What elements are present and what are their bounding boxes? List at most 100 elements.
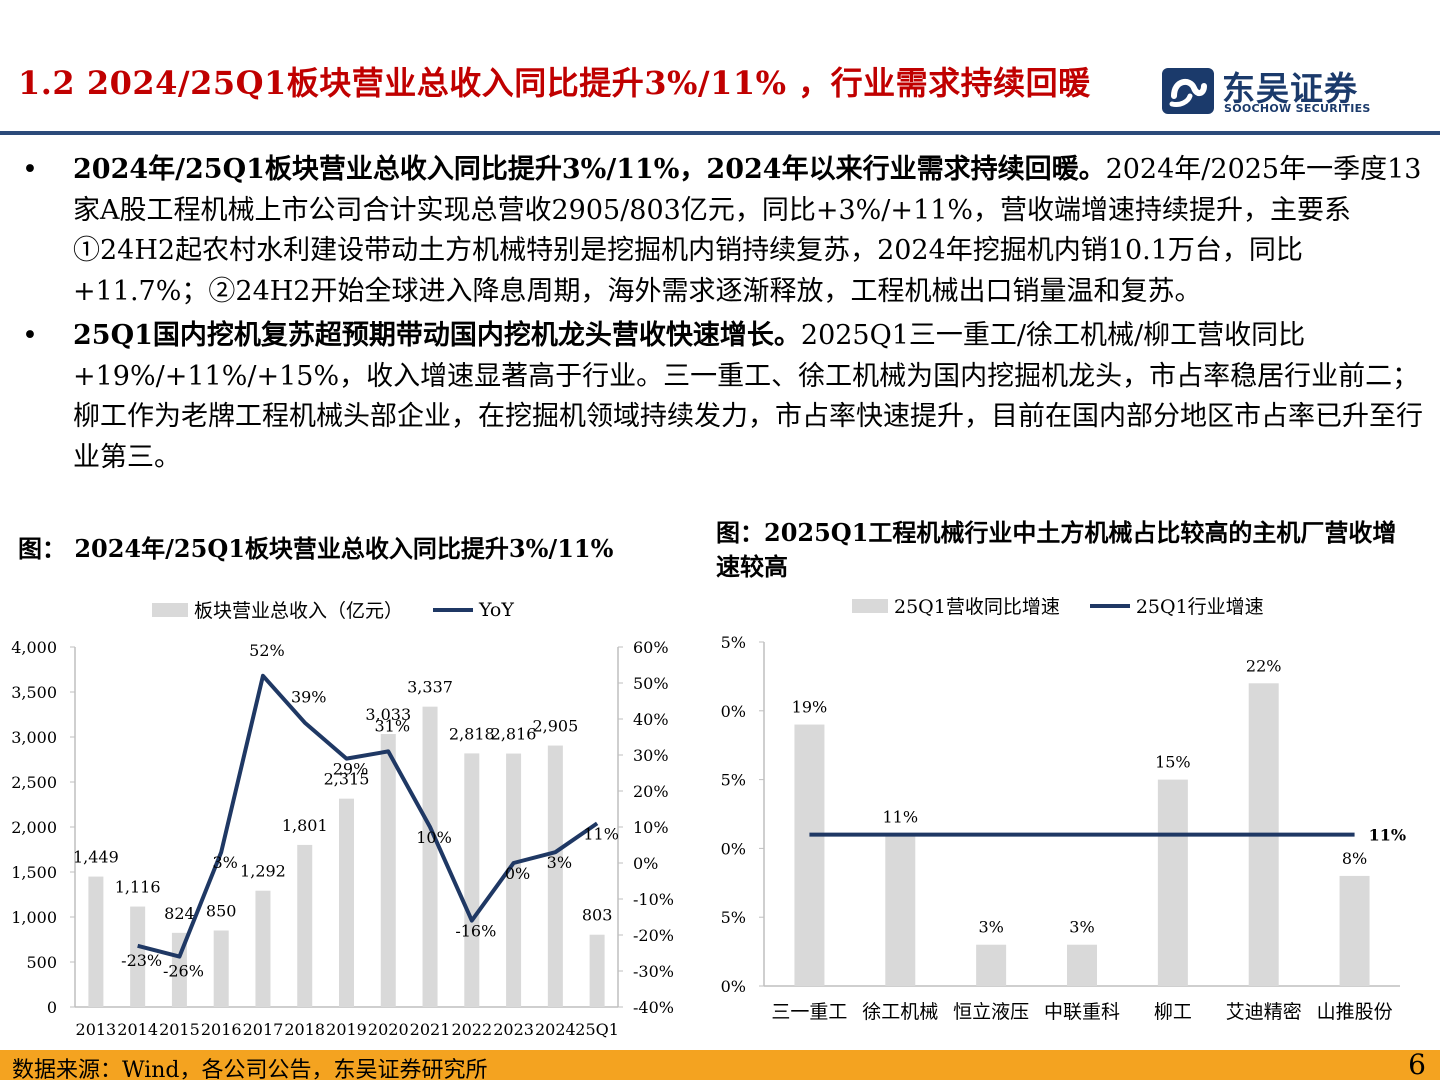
bar-value-label: 3,033 (365, 705, 411, 724)
bullet-list: • 2024年/25Q1板块营业总收入同比提升3%/11%，2024年以来行业需… (18, 150, 1423, 482)
right-axis-tick-label: 60% (633, 638, 669, 657)
yoy-value-label: 3% (547, 853, 572, 872)
bar-value-label: 11% (883, 808, 919, 827)
x-axis-tick-label: 三一重工 (771, 1001, 847, 1023)
bar-value-label: 1,449 (73, 848, 119, 867)
x-axis-tick-label: 2013 (76, 1020, 117, 1039)
chart-legend-left: 板块营业总收入（亿元） YoY (152, 596, 544, 623)
x-axis-tick-label: 徐工机械 (862, 1001, 938, 1023)
legend-label: 板块营业总收入（亿元） (194, 600, 404, 622)
right-axis-tick-label: 40% (633, 710, 669, 729)
yoy-value-label: 11% (583, 824, 619, 843)
yoy-value-label: 39% (291, 688, 327, 707)
left-axis-tick-label: 1,000 (11, 908, 57, 927)
yoy-value-label: 29% (333, 760, 369, 779)
x-axis-tick-label: 2019 (326, 1020, 367, 1039)
legend-bar-swatch (852, 598, 888, 613)
bar (885, 834, 916, 986)
yoy-value-label: -16% (455, 922, 496, 941)
right-axis-tick-label: -40% (633, 998, 674, 1017)
left-axis-tick-label: 2,500 (11, 773, 57, 792)
yoy-value-label: 52% (249, 641, 285, 660)
legend-line-swatch (433, 607, 474, 612)
right-axis-tick-label: 30% (633, 746, 669, 765)
data-source: 数据来源：Wind，各公司公告，东吴证券研究所 (12, 1058, 488, 1083)
bar-value-label: 3% (1069, 918, 1094, 937)
company-logo: 东吴证券 SOOCHOW SECURITIES (1160, 66, 1375, 118)
yoy-line (137, 673, 599, 959)
bar (297, 844, 313, 1007)
yoy-value-label: 31% (374, 716, 410, 735)
left-axis-tick-label: 3,500 (11, 683, 57, 702)
x-axis-tick-label: 山推股份 (1317, 1001, 1393, 1023)
bar-value-label: 22% (1246, 656, 1282, 675)
bar-value-label: 15% (1155, 753, 1191, 772)
bullet-dot: • (22, 320, 38, 351)
x-axis-tick-label: 恒立液压 (953, 1001, 1029, 1023)
y-axis-tick-label: 25% (720, 633, 746, 652)
bullet-dot: • (22, 154, 38, 185)
bullet-lead: 25Q1国内挖机复苏超预期带动国内挖机龙头营收快速增长。 (73, 320, 801, 351)
bar (506, 753, 522, 1007)
y-axis-tick-label: 10% (720, 839, 746, 858)
bar (1067, 944, 1097, 986)
legend-label: 25Q1行业增速 (1135, 596, 1264, 618)
x-axis-tick-label: 2015 (159, 1020, 200, 1039)
chart-legend-right: 25Q1营收同比增速 25Q1行业增速 (852, 592, 1294, 619)
logo-name: 东吴证券 (1222, 69, 1358, 108)
y-axis-tick-label: 15% (720, 771, 746, 790)
logo-mark-icon (1162, 68, 1214, 114)
y-axis-tick-label: 0% (721, 977, 746, 996)
logo-english: SOOCHOW SECURITIES (1224, 102, 1371, 115)
bullet-item: • 2024年/25Q1板块营业总收入同比提升3%/11%，2024年以来行业需… (18, 150, 1423, 312)
bar-value-label: 2,818 (449, 724, 495, 743)
y-axis-tick-label: 5% (721, 908, 746, 927)
x-axis-tick-label: 2023 (493, 1020, 534, 1039)
x-axis-tick-label: 2016 (201, 1020, 242, 1039)
x-axis-tick-label: 艾迪精密 (1226, 1001, 1302, 1023)
page-number: 6 (1408, 1048, 1426, 1081)
x-axis-tick-label: 柳工 (1154, 1001, 1192, 1023)
bullet-text: 2025Q1三一重工/徐工机械/柳工营收同比+19%/+11%/+15%，收入增… (73, 320, 1423, 473)
x-axis-tick-label: 中联重科 (1044, 1001, 1120, 1023)
left-axis-tick-label: 1,500 (11, 863, 57, 882)
legend-line-swatch (1089, 603, 1130, 608)
left-axis-tick-label: 4,000 (11, 638, 57, 657)
bar-value-label: 803 (582, 906, 613, 925)
bar (547, 745, 563, 1007)
bar (794, 724, 825, 986)
right-axis-tick-label: 0% (633, 854, 658, 873)
revenue-chart: 0 500 1,000 1,500 2,000 2,500 3,000 3,500 4,000 -… (11, 638, 674, 1039)
x-axis-tick-label: 25Q1 (575, 1020, 619, 1039)
bar-value-label: 2,315 (324, 770, 370, 789)
yoy-value-label: -26% (163, 962, 204, 981)
x-axis-tick-label: 2024 (535, 1020, 576, 1039)
yoy-value-label: -23% (121, 951, 162, 970)
x-axis-tick-label: 2021 (410, 1020, 451, 1039)
page-title: 1.2 2024/25Q1板块营业总收入同比提升3%/11% ，行业需求持续回暖 (18, 64, 1091, 102)
bar (422, 706, 438, 1007)
bar (1157, 779, 1188, 986)
left-axis-tick-label: 2,000 (11, 818, 57, 837)
x-axis-tick-label: 2022 (451, 1020, 492, 1039)
figure-title-right: 图：2025Q1工程机械行业中土方机械占比较高的主机厂营收增速较高 (716, 518, 1397, 581)
yoy-value-label: 10% (416, 828, 452, 847)
right-axis-tick-label: 10% (633, 818, 669, 837)
bar-value-label: 850 (206, 902, 237, 921)
right-axis-tick-label: -20% (633, 926, 674, 945)
x-axis-tick-label: 2017 (243, 1020, 284, 1039)
left-axis-tick-label: 3,000 (11, 728, 57, 747)
right-axis-tick-label: 50% (633, 674, 669, 693)
bar (339, 798, 354, 1007)
bar-value-label: 3,337 (407, 678, 453, 697)
yoy-value-label: 0% (505, 864, 530, 883)
figure-title-left: 图： 2024年/25Q1板块营业总收入同比提升3%/11% (18, 534, 614, 563)
bar-value-label: 2,816 (491, 725, 537, 744)
x-axis-tick-label: 2020 (368, 1020, 409, 1039)
bar-value-label: 1,292 (240, 862, 286, 881)
bar (1339, 875, 1370, 986)
y-axis-tick-label: 20% (720, 702, 746, 721)
bar (255, 890, 271, 1007)
industry-growth-label: 11% (1369, 826, 1406, 845)
legend-label: YoY (479, 598, 514, 621)
